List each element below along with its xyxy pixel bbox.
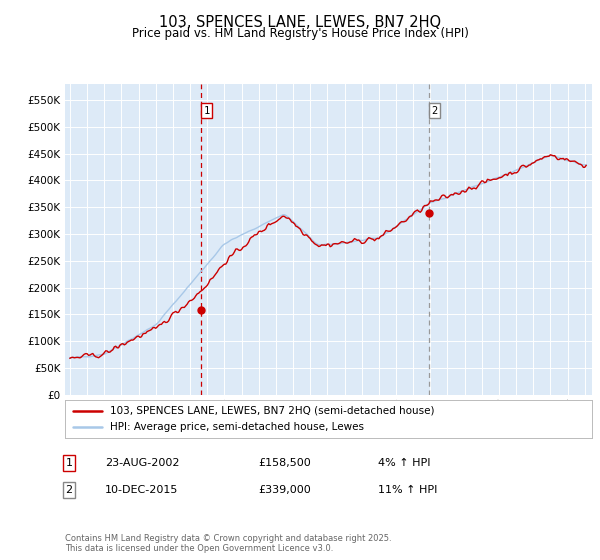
- Text: 2: 2: [65, 485, 73, 495]
- Text: 4% ↑ HPI: 4% ↑ HPI: [378, 458, 431, 468]
- Text: 11% ↑ HPI: 11% ↑ HPI: [378, 485, 437, 495]
- Text: Price paid vs. HM Land Registry's House Price Index (HPI): Price paid vs. HM Land Registry's House …: [131, 27, 469, 40]
- Text: £158,500: £158,500: [258, 458, 311, 468]
- Text: 103, SPENCES LANE, LEWES, BN7 2HQ: 103, SPENCES LANE, LEWES, BN7 2HQ: [159, 15, 441, 30]
- Text: £339,000: £339,000: [258, 485, 311, 495]
- Text: 10-DEC-2015: 10-DEC-2015: [105, 485, 178, 495]
- Text: 23-AUG-2002: 23-AUG-2002: [105, 458, 179, 468]
- Text: 1: 1: [203, 106, 209, 116]
- Text: 103, SPENCES LANE, LEWES, BN7 2HQ (semi-detached house): 103, SPENCES LANE, LEWES, BN7 2HQ (semi-…: [110, 405, 434, 416]
- Text: Contains HM Land Registry data © Crown copyright and database right 2025.
This d: Contains HM Land Registry data © Crown c…: [65, 534, 391, 553]
- Text: HPI: Average price, semi-detached house, Lewes: HPI: Average price, semi-detached house,…: [110, 422, 364, 432]
- Text: 1: 1: [65, 458, 73, 468]
- Text: 2: 2: [431, 106, 438, 116]
